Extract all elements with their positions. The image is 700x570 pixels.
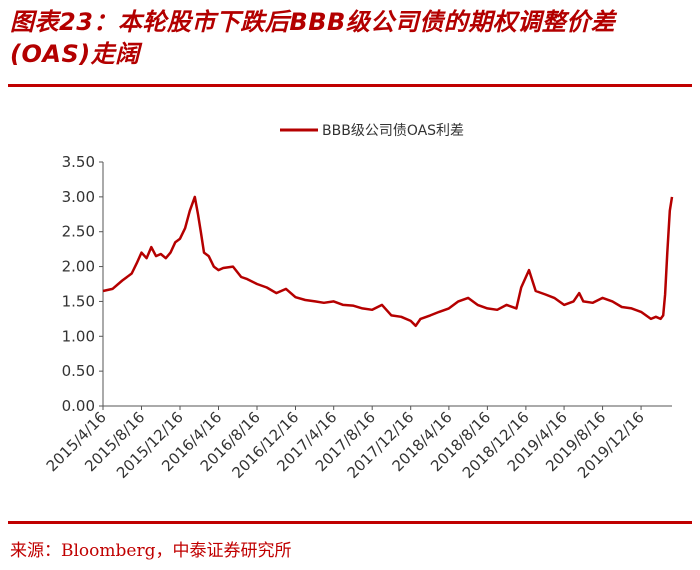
figure-title: 图表23：本轮股市下跌后BBB级公司债的期权调整价差(OAS)走阔 (10, 8, 616, 68)
chart-legend: BBB级公司债OAS利差 (280, 123, 464, 139)
source-divider (8, 521, 692, 524)
y-axis-ticks: 0.00 0.50 1.00 1.50 2.00 2.50 3.00 3.50 (62, 153, 103, 415)
oas-series-line (102, 195, 674, 328)
x-axis-ticks: 2015/4/162015/8/162015/12/162016/4/16201… (43, 406, 648, 482)
y-tick-label: 3.00 (62, 188, 95, 206)
oas-line-chart: BBB级公司债OAS利差 0.00 0.50 1.00 1.50 2.00 2.50 3.0… (43, 123, 674, 482)
y-tick-label: 1.50 (62, 292, 95, 310)
y-tick-label: 2.50 (62, 223, 95, 241)
legend-label: BBB级公司债OAS利差 (322, 123, 464, 139)
source-note: 来源：Bloomberg，中泰证券研究所 (10, 541, 292, 561)
y-tick-label: 3.50 (62, 153, 95, 171)
y-tick-label: 0.50 (62, 362, 95, 380)
y-tick-label: 0.00 (62, 397, 95, 415)
y-tick-label: 1.00 (62, 327, 95, 345)
title-divider (8, 84, 692, 87)
y-tick-label: 2.00 (62, 258, 95, 276)
